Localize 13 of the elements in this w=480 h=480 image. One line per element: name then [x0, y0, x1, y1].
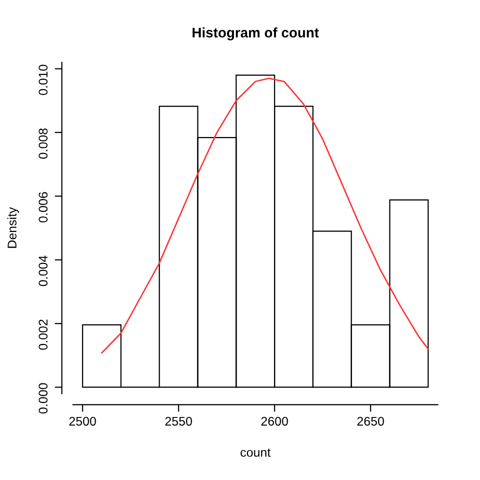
y-tick-label: 0.010	[38, 64, 48, 96]
y-tick-label: 0.006	[38, 192, 48, 222]
y-tick-label: 0.002	[38, 320, 48, 350]
x-axis-title: count	[240, 448, 271, 457]
x-tick-label: 2600	[261, 416, 288, 426]
y-tick-label: 0.008	[38, 128, 48, 159]
x-tick-label: 2650	[357, 416, 384, 426]
chart-title: Histogram of count	[192, 27, 319, 40]
x-tick-label: 2550	[165, 416, 192, 426]
y-tick-label: 0.000	[38, 383, 48, 414]
x-tick-label: 2500	[69, 416, 96, 426]
y-axis-title: Density	[7, 207, 19, 248]
y-tick-label: 0.004	[38, 256, 48, 286]
